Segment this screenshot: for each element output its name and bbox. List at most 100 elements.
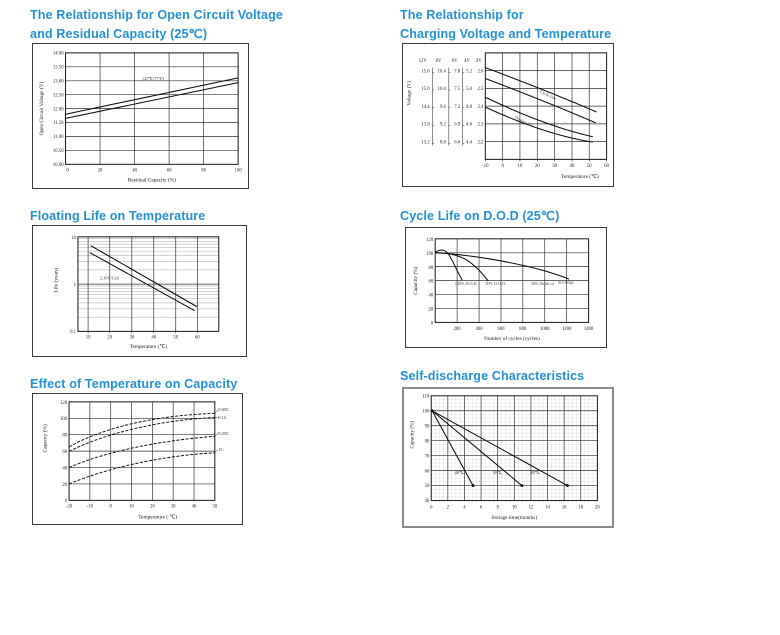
chart2-series: [485, 67, 597, 143]
floating-use-lower-line: [485, 106, 593, 143]
label-0p25c: 0.25C: [218, 431, 229, 436]
scale-value: 5.0: [466, 87, 473, 92]
y-tick-label: 80: [429, 266, 434, 271]
scale-value: 6.9: [454, 123, 461, 128]
x-tick-label: 10: [512, 506, 517, 511]
scale-value: 9.6: [440, 105, 447, 110]
scale-value: 2.5: [477, 87, 484, 92]
x-tick-label: 30: [171, 505, 176, 510]
y-tick-label: 60: [425, 469, 430, 474]
scale-value: 15.6: [421, 69, 430, 74]
x-tick-label: -10: [87, 505, 94, 510]
cycle-use-lower-line: [485, 78, 596, 124]
scale-value: 2.4: [477, 105, 484, 110]
chart1-series: [65, 77, 239, 119]
y-tick-label: 40: [429, 294, 434, 299]
x-tick-label: 80: [201, 169, 206, 174]
chart3-x-axis-label: Temperature (℃): [130, 343, 168, 350]
floating-use-upper-line: [485, 96, 593, 138]
y-tick-label: 80: [425, 439, 430, 444]
chart3-series: [89, 245, 198, 312]
end-point-20c: [565, 484, 569, 488]
x-tick-label: 30: [129, 336, 134, 341]
chart2-plot: Cycle Use Floating Use 12V 8V 6V 4V 2V 1…: [405, 52, 610, 180]
chart6-x-axis-label: Storage time(months): [492, 514, 538, 521]
chart6-y-axis-minor-ticks: [429, 395, 432, 501]
chart1-y-axis-label: Open Circuit Voltage (V): [38, 82, 45, 136]
floating-use-label: Floating Use: [514, 115, 535, 129]
dod-30-label-part1: 30% Depth of: [531, 281, 555, 286]
x-tick-label: 1400: [584, 327, 594, 332]
scale-value: 13.2: [421, 140, 430, 145]
chart6-plot: 40℃ 30℃ 20℃ 110 100 90 80 70 60 50 40 0 …: [408, 394, 600, 521]
x-tick-label: 50: [173, 336, 178, 341]
x-tick-label: 0: [110, 505, 113, 510]
life-band-upper-line: [90, 245, 198, 308]
x-tick-label: 40: [151, 336, 156, 341]
x-tick-label: 16: [562, 506, 567, 511]
start-point-marker: [430, 409, 434, 413]
scale-header: 6V: [452, 59, 458, 64]
y-tick-label: 0: [65, 499, 68, 504]
chart6-curve-labels: 40℃ 30℃ 20℃: [455, 470, 540, 475]
dod-30-label-part2: discharge: [558, 280, 574, 285]
chart3-plot-border: [77, 236, 220, 332]
y-tick-label: 14.00: [53, 52, 64, 57]
y-tick-label: 110: [422, 394, 429, 399]
dod-50-label: 50% D.O.D.: [485, 281, 506, 286]
y-tick-label: 1: [74, 283, 77, 288]
chart6-frame: 40℃ 30℃ 20℃ 110 100 90 80 70 60 50 40 0 …: [402, 387, 614, 528]
y-tick-label: 20: [62, 483, 67, 488]
chart3-title-line1: Floating Life on Temperature: [30, 209, 206, 223]
x-tick-label: 50: [212, 505, 217, 510]
scale-header: 12V: [419, 59, 428, 64]
chart5-curve-labels: 0.05C 0.1C 0.25C 1C: [218, 407, 229, 452]
chart3-y-ticks: 10 1 0.1: [70, 236, 77, 335]
scale-value: 2.2: [477, 140, 484, 145]
y-tick-label: 12.50: [53, 93, 64, 98]
chart4-curve-labels: 100% D.O.D. 50% D.O.D. 30% Depth of disc…: [455, 280, 574, 286]
x-tick-label: -10: [482, 164, 489, 169]
scale-value: 5.2: [466, 69, 473, 74]
chart6-plot-border: [430, 395, 598, 502]
chart1-x-ticks: 0 20 40 60 80 100: [66, 169, 242, 174]
chart4-x-axis-label: Number of cycles (cycles): [484, 335, 540, 342]
y-tick-label: 13.00: [53, 79, 64, 84]
curve-1c: [68, 452, 215, 485]
chart1-title-line2: and Residual Capacity (25℃): [30, 26, 208, 41]
life-band-lower-line: [89, 252, 195, 312]
chart4-y-axis-label: Capacity (%): [412, 266, 419, 294]
x-tick-label: 2: [447, 506, 450, 511]
x-tick-label: 20: [535, 164, 540, 169]
chart2-scale-values: 15.6 15.0 14.4 13.8 13.2 10.4 10.0 9.6 9…: [421, 69, 484, 145]
y-tick-label: 12.00: [53, 107, 64, 112]
chart2-scale-headers: 12V 8V 6V 4V 2V: [419, 59, 483, 64]
chart2-plot-border: [484, 52, 608, 160]
x-tick-label: 10: [518, 164, 523, 169]
curve-label-leaders: [214, 410, 218, 453]
chart1-annotation: (25℃/77°F): [143, 76, 165, 81]
y-tick-label: 13.50: [53, 65, 64, 70]
x-tick-label: 6: [480, 506, 483, 511]
y-tick-label: 120: [426, 238, 434, 243]
chart1-grid: [65, 52, 239, 165]
scale-header: 8V: [436, 59, 442, 64]
scale-value: 14.4: [421, 105, 430, 110]
scale-value: 6.6: [454, 140, 461, 145]
x-tick-label: 800: [519, 327, 527, 332]
chart3-title: Floating Life on Temperature: [30, 207, 205, 226]
scale-header: 4V: [464, 59, 470, 64]
y-tick-label: 80: [62, 434, 67, 439]
x-tick-label: 18: [578, 506, 583, 511]
scale-value: 4.4: [466, 140, 473, 145]
x-tick-label: 20: [595, 506, 600, 511]
y-tick-label: 10.50: [53, 149, 64, 154]
x-tick-label: 60: [195, 336, 200, 341]
y-tick-label: 100: [60, 417, 68, 422]
chart3-y-axis-label: Life (years): [52, 268, 59, 293]
y-tick-label: 11.00: [53, 135, 64, 140]
scale-value: 4.8: [466, 105, 473, 110]
y-tick-label: 90: [425, 424, 430, 429]
chart3-annotation: 2.30V/Cell: [100, 276, 120, 281]
